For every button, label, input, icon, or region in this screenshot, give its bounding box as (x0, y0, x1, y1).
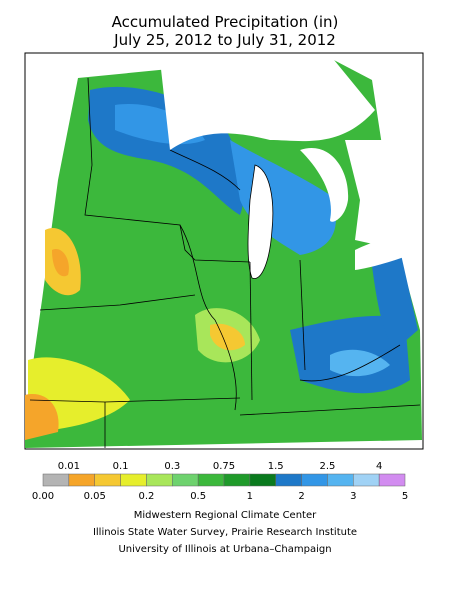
legend-label: 0.75 (213, 461, 235, 472)
legend-swatch (275, 473, 302, 487)
legend-swatch (120, 473, 147, 487)
legend-label: 0.01 (58, 461, 80, 472)
legend-swatch (42, 473, 70, 487)
legend-swatch (378, 473, 406, 487)
legend-swatch (197, 473, 225, 487)
legend-label: 5 (402, 491, 408, 502)
precip-yellow-il (210, 323, 245, 351)
legend-swatch (327, 473, 354, 487)
lake-michigan (247, 164, 274, 279)
legend-label: 3 (350, 491, 356, 502)
credit-line: University of Illinois at Urbana–Champai… (118, 544, 331, 555)
credit-line: Illinois State Water Survey, Prairie Res… (93, 527, 357, 538)
legend-swatch (353, 473, 380, 487)
precip-blue-oh (370, 250, 418, 350)
legend-label: 4 (376, 461, 382, 472)
lake-huron (300, 140, 400, 250)
legend-label: 0.3 (164, 461, 180, 472)
credit-line: Midwestern Regional Climate Center (134, 510, 317, 521)
legend-swatch (301, 473, 328, 487)
lake-erie (355, 228, 410, 270)
map (24, 52, 424, 450)
legend-label: 0.5 (190, 491, 206, 502)
precip-lightblue-ky (330, 349, 390, 377)
precip-orange-w (52, 249, 69, 277)
legend-swatch (223, 473, 251, 487)
legend-label: 2 (298, 491, 304, 502)
legend-label: 0.05 (84, 491, 106, 502)
legend-label: 2.5 (319, 461, 335, 472)
precip-orange-sw (25, 394, 59, 440)
legend-swatch (146, 473, 173, 487)
legend-swatch (249, 473, 276, 487)
legend-label: 1.5 (268, 461, 284, 472)
legend-swatch (68, 473, 95, 487)
legend-label: 0.2 (138, 491, 154, 502)
legend-swatch (94, 473, 121, 487)
legend-label: 0.1 (113, 461, 129, 472)
legend-label: 1 (247, 491, 253, 502)
legend-label: 0.00 (32, 491, 54, 502)
subtitle: July 25, 2012 to July 31, 2012 (113, 31, 336, 49)
state-borders (29, 77, 421, 448)
legend-swatch (172, 473, 199, 487)
lake-superior (160, 55, 375, 150)
legend: 0.00 0.05 0.2 0.5 1 2 3 5 0.01 0.1 0.3 0.75 1.5 2.5 4 (32, 461, 408, 502)
title: Accumulated Precipitation (in) (112, 13, 339, 31)
